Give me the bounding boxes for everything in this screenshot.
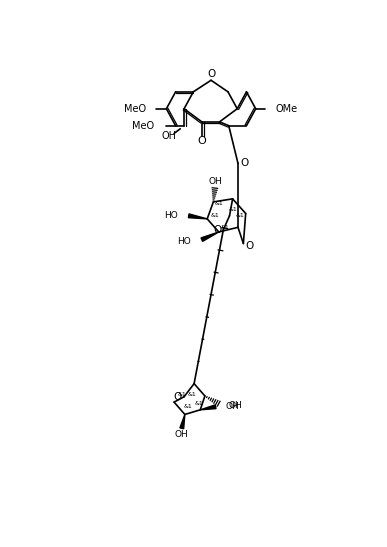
Text: OH: OH <box>208 177 222 187</box>
Text: O: O <box>174 392 182 401</box>
Text: MeO: MeO <box>124 104 146 114</box>
Text: HO: HO <box>177 237 191 246</box>
Text: &1: &1 <box>221 225 229 230</box>
Text: O: O <box>240 159 248 168</box>
Text: OMe: OMe <box>276 104 298 114</box>
Text: O: O <box>213 225 221 235</box>
Text: &1: &1 <box>177 392 186 397</box>
Text: O: O <box>207 69 215 79</box>
Text: OH: OH <box>226 402 240 411</box>
Text: HO: HO <box>164 211 178 220</box>
Text: O: O <box>245 241 253 251</box>
Text: MeO: MeO <box>132 121 154 131</box>
Polygon shape <box>188 214 207 219</box>
Text: &1: &1 <box>183 404 192 409</box>
Text: OH: OH <box>229 401 243 410</box>
Text: &1: &1 <box>214 201 223 206</box>
Polygon shape <box>180 415 185 429</box>
Text: &1: &1 <box>187 392 196 397</box>
Text: O: O <box>197 136 206 146</box>
Text: &1: &1 <box>228 207 237 212</box>
Text: &1: &1 <box>235 213 244 218</box>
Polygon shape <box>201 232 219 241</box>
Text: &1: &1 <box>194 401 203 406</box>
Text: OH: OH <box>175 430 188 439</box>
Polygon shape <box>200 405 216 410</box>
Text: &1: &1 <box>211 213 219 218</box>
Text: OH: OH <box>162 131 177 141</box>
